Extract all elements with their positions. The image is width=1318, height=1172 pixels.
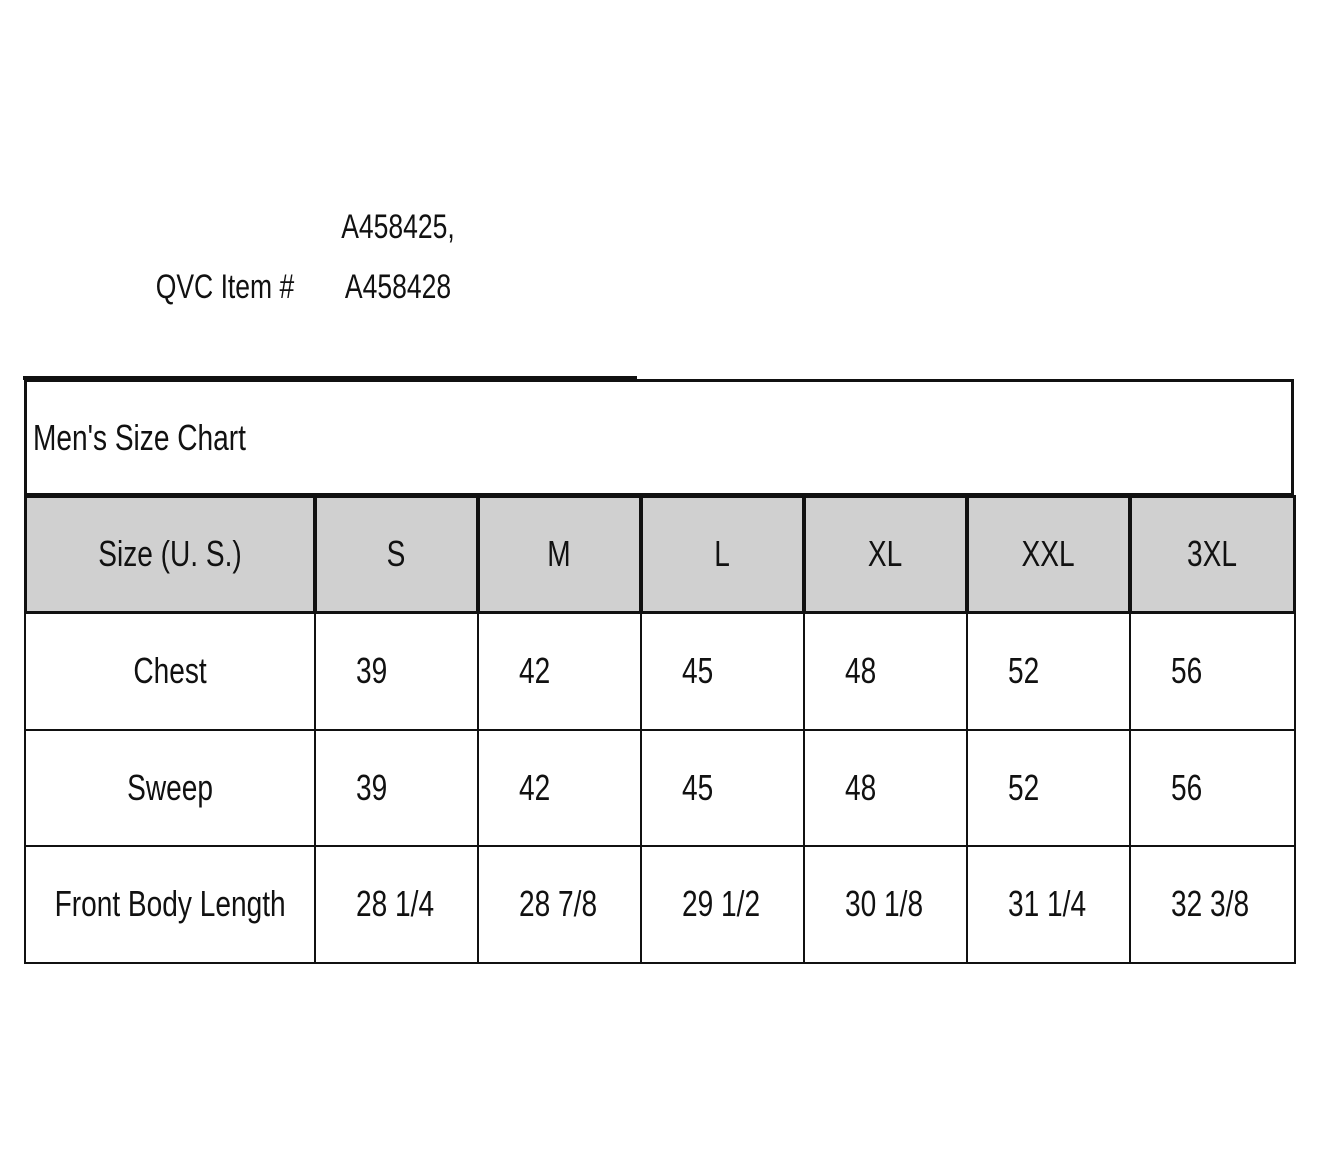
table-cell: Chest [24, 612, 316, 731]
table-cell: 56 [1129, 729, 1296, 847]
item-number: A458425, [341, 208, 455, 246]
cell-text: 32 3/8 [1171, 883, 1250, 925]
table-cell: 28 7/8 [477, 845, 642, 964]
item-number: A458428 [344, 268, 452, 306]
item-label: QVC Item # [155, 268, 295, 306]
cell-text: XL [868, 533, 903, 575]
table-cell: 31 1/4 [966, 845, 1131, 964]
table-cell: 52 [966, 612, 1131, 731]
cell-text: 30 1/8 [845, 883, 924, 925]
table-cell: 48 [803, 612, 968, 731]
cell-text: L [714, 533, 731, 575]
cell-text: 28 1/4 [356, 883, 435, 925]
cell-text: Front Body Length [54, 883, 286, 925]
cell-text: 39 [356, 650, 388, 692]
table-cell: 42 [477, 729, 642, 847]
cell-text: 52 [1008, 766, 1040, 808]
table-title-cell: Men's Size Chart [24, 379, 1294, 496]
cell-text: 45 [682, 766, 714, 808]
table-cell: 30 1/8 [803, 845, 968, 964]
cell-text: 56 [1171, 650, 1203, 692]
header-cell: XL [803, 495, 968, 614]
table-cell: 42 [477, 612, 642, 731]
header-cell: S [314, 495, 479, 614]
table-cell: 29 1/2 [640, 845, 805, 964]
header-cell: M [477, 495, 642, 614]
table-cell: Sweep [24, 729, 316, 847]
cell-text: S [386, 533, 406, 575]
header-cell: Size (U. S.) [24, 495, 316, 614]
cell-text: M [547, 533, 571, 575]
cell-text: 29 1/2 [682, 883, 761, 925]
cell-text: 42 [519, 650, 551, 692]
header-cell: 3XL [1129, 495, 1296, 614]
header-cell: XXL [966, 495, 1131, 614]
cell-text: 39 [356, 766, 388, 808]
table-cell: 28 1/4 [314, 845, 479, 964]
cell-text: 28 7/8 [519, 883, 598, 925]
cell-text: Chest [133, 650, 207, 692]
table-cell: 45 [640, 612, 805, 731]
cell-text: 45 [682, 650, 714, 692]
cell-text: 48 [845, 650, 877, 692]
cell-text: 42 [519, 766, 551, 808]
cell-text: Sweep [126, 766, 213, 808]
table-cell: Front Body Length [24, 845, 316, 964]
cell-text: 48 [845, 766, 877, 808]
table-cell: 45 [640, 729, 805, 847]
cell-text: 31 1/4 [1008, 883, 1087, 925]
cell-text: Size (U. S.) [97, 533, 242, 575]
cell-text: XXL [1021, 533, 1075, 575]
table-cell: 52 [966, 729, 1131, 847]
cell-text: 52 [1008, 650, 1040, 692]
cell-text: 56 [1171, 766, 1203, 808]
table-cell: 48 [803, 729, 968, 847]
table-cell: 39 [314, 612, 479, 731]
top-rule [23, 376, 637, 380]
table-cell: 56 [1129, 612, 1296, 731]
table-cell: 39 [314, 729, 479, 847]
table-title: Men's Size Chart [33, 416, 246, 458]
table-cell: 32 3/8 [1129, 845, 1296, 964]
header-cell: L [640, 495, 805, 614]
cell-text: 3XL [1187, 533, 1238, 575]
